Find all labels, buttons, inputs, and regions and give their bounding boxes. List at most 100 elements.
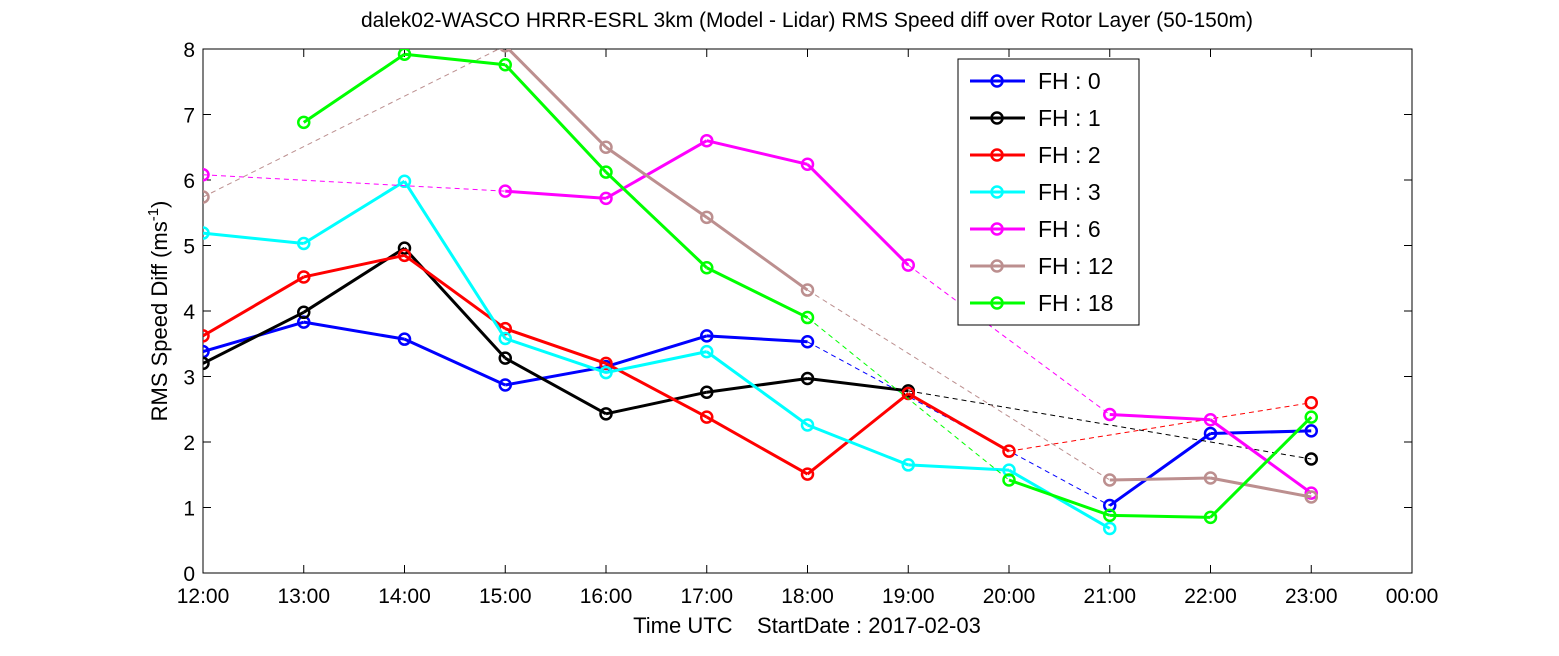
legend-marker xyxy=(990,185,1004,199)
data-point xyxy=(599,356,613,371)
series-fh-6 xyxy=(203,133,1318,500)
data-point xyxy=(1304,424,1318,438)
series-fh-18 xyxy=(297,49,1318,525)
series-gap-segment xyxy=(203,174,506,192)
data-point xyxy=(901,458,915,472)
series-fh-3 xyxy=(203,174,1117,536)
y-axis-label-close: ) xyxy=(147,201,172,208)
series-segment xyxy=(907,392,1010,453)
data-point xyxy=(599,140,613,154)
series-segment xyxy=(1109,476,1211,482)
y-tick-label: 7 xyxy=(183,105,195,128)
legend-label: FH : 2 xyxy=(1038,142,1101,168)
data-point xyxy=(599,365,613,380)
data-point xyxy=(1304,410,1318,424)
series-segment xyxy=(403,254,507,330)
legend-label: FH : 18 xyxy=(1038,290,1113,316)
series-segment xyxy=(1209,418,1313,495)
y-axis-label-main: RMS Speed Diff (ms xyxy=(147,221,172,421)
data-point xyxy=(901,258,915,272)
data-point xyxy=(800,467,815,481)
data-point xyxy=(599,191,613,206)
data-point xyxy=(203,356,210,371)
series-segment xyxy=(1008,478,1111,517)
legend-marker xyxy=(990,296,1004,310)
x-tick-label: 19:00 xyxy=(882,585,935,608)
series-segment xyxy=(1109,412,1211,422)
data-point xyxy=(1203,510,1218,525)
series-segment xyxy=(504,356,607,416)
series-segment xyxy=(807,376,909,393)
x-tick-label: 22:00 xyxy=(1184,585,1237,608)
series-segment xyxy=(705,216,809,292)
data-point xyxy=(1103,508,1117,523)
series-segment xyxy=(504,365,607,387)
data-point xyxy=(800,157,815,172)
series-segment xyxy=(506,49,608,149)
data-point xyxy=(800,371,815,386)
x-tick-label: 23:00 xyxy=(1285,585,1338,608)
data-point xyxy=(297,236,311,251)
data-point xyxy=(203,190,210,204)
x-tick-label: 20:00 xyxy=(983,585,1036,608)
series-segment xyxy=(806,163,910,267)
data-point xyxy=(297,115,311,130)
data-point xyxy=(1103,521,1117,536)
series-segment xyxy=(605,390,708,416)
series-segment xyxy=(605,334,708,369)
series-segment xyxy=(706,139,808,166)
legend-label: FH : 1 xyxy=(1038,105,1101,131)
series-segment xyxy=(605,350,708,375)
series-segment xyxy=(806,392,910,476)
y-tick-label: 4 xyxy=(183,301,195,324)
series-layer xyxy=(203,49,1318,536)
y-tick-label: 5 xyxy=(183,236,195,259)
series-segment xyxy=(706,334,808,344)
data-point xyxy=(203,329,210,343)
data-point xyxy=(700,410,714,424)
legend-marker xyxy=(990,111,1004,125)
series-segment xyxy=(604,171,708,269)
data-point xyxy=(498,351,512,365)
legend-label: FH : 3 xyxy=(1038,179,1101,205)
y-axis-label: RMS Speed Diff (ms-1) xyxy=(145,201,172,422)
data-point xyxy=(700,261,714,275)
series-segment xyxy=(1209,416,1313,519)
data-point xyxy=(1002,473,1016,487)
x-tick-label: 00:00 xyxy=(1386,585,1439,608)
data-point xyxy=(498,184,512,198)
data-point xyxy=(800,418,815,432)
series-segment xyxy=(706,376,808,394)
legend-marker xyxy=(990,222,1004,236)
y-tick-label: 2 xyxy=(183,432,195,455)
data-point xyxy=(800,283,815,297)
series-segment xyxy=(203,310,305,365)
y-tick-label: 3 xyxy=(183,367,195,390)
series-segment xyxy=(504,337,607,374)
data-point xyxy=(1103,473,1117,487)
series-segment xyxy=(203,231,304,246)
data-point xyxy=(1304,486,1318,500)
data-point xyxy=(700,344,714,359)
series-segment xyxy=(504,327,607,365)
data-point xyxy=(700,329,714,343)
data-point xyxy=(700,133,714,148)
series-segment xyxy=(403,337,506,387)
series-segment xyxy=(302,180,406,245)
x-tick-label: 13:00 xyxy=(277,585,330,608)
data-point xyxy=(599,165,613,179)
series-segment xyxy=(504,63,608,174)
y-tick-label: 1 xyxy=(183,498,195,521)
y-tick-label: 0 xyxy=(183,563,195,586)
legend-marker xyxy=(990,148,1004,162)
data-point xyxy=(397,49,412,61)
y-tick-label: 8 xyxy=(183,39,195,62)
data-point xyxy=(397,332,412,346)
series-gap-segment xyxy=(807,317,1010,481)
x-axis: 12:00 13:00 14:00 15:00 16:00 17:00 18:00 19:00… xyxy=(177,49,1439,608)
series-segment xyxy=(1210,476,1312,499)
series-segment xyxy=(1108,432,1212,507)
data-point xyxy=(700,210,714,225)
series-gap-segment xyxy=(907,264,1111,415)
